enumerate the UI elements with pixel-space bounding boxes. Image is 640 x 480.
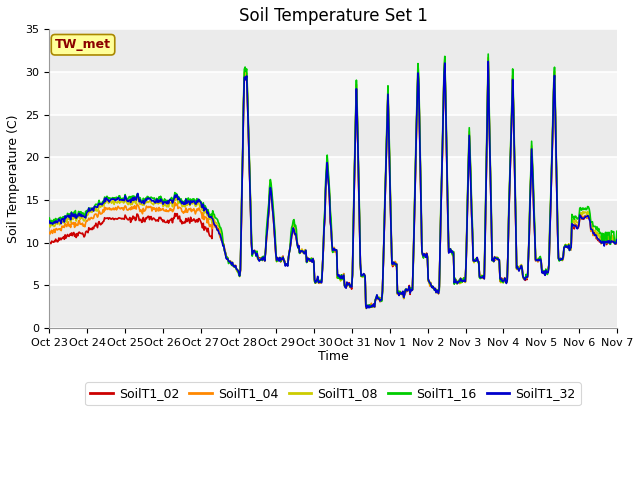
SoilT1_04: [202, 214, 209, 220]
Line: SoilT1_32: SoilT1_32: [49, 61, 617, 308]
SoilT1_16: [367, 304, 375, 310]
Line: SoilT1_04: SoilT1_04: [49, 61, 617, 308]
SoilT1_32: [56, 218, 63, 224]
SoilT1_16: [484, 51, 492, 57]
Bar: [49, 285, 617, 328]
SoilT1_16: [613, 228, 621, 234]
Bar: [49, 72, 617, 115]
SoilT1_16: [403, 288, 411, 294]
SoilT1_04: [403, 288, 411, 293]
Text: TW_met: TW_met: [55, 38, 111, 51]
SoilT1_16: [56, 215, 63, 221]
SoilT1_32: [420, 253, 428, 259]
SoilT1_16: [45, 215, 53, 221]
SoilT1_04: [613, 239, 621, 244]
SoilT1_08: [613, 234, 621, 240]
SoilT1_08: [202, 209, 209, 215]
SoilT1_02: [613, 239, 621, 244]
SoilT1_32: [114, 195, 122, 201]
Bar: [49, 157, 617, 200]
SoilT1_02: [202, 224, 209, 230]
SoilT1_32: [363, 305, 371, 311]
SoilT1_08: [484, 55, 492, 60]
SoilT1_32: [403, 288, 411, 293]
SoilT1_02: [172, 214, 179, 219]
SoilT1_16: [420, 255, 428, 261]
SoilT1_04: [420, 252, 428, 258]
Bar: [49, 242, 617, 285]
SoilT1_16: [172, 192, 179, 198]
SoilT1_02: [362, 304, 370, 310]
SoilT1_02: [114, 216, 122, 221]
Line: SoilT1_16: SoilT1_16: [49, 54, 617, 307]
SoilT1_08: [114, 198, 122, 204]
SoilT1_08: [362, 306, 370, 312]
Line: SoilT1_08: SoilT1_08: [49, 58, 617, 309]
Legend: SoilT1_02, SoilT1_04, SoilT1_08, SoilT1_16, SoilT1_32: SoilT1_02, SoilT1_04, SoilT1_08, SoilT1_…: [85, 382, 581, 405]
SoilT1_32: [172, 194, 179, 200]
Y-axis label: Soil Temperature (C): Soil Temperature (C): [7, 114, 20, 243]
SoilT1_16: [114, 195, 122, 201]
SoilT1_08: [45, 220, 53, 226]
SoilT1_02: [45, 239, 53, 245]
SoilT1_08: [403, 288, 411, 293]
SoilT1_32: [202, 206, 209, 212]
Bar: [49, 29, 617, 72]
Title: Soil Temperature Set 1: Soil Temperature Set 1: [239, 7, 428, 25]
SoilT1_08: [172, 197, 179, 203]
SoilT1_04: [45, 229, 53, 235]
Bar: [49, 200, 617, 242]
SoilT1_08: [56, 222, 63, 228]
SoilT1_04: [56, 227, 63, 232]
SoilT1_02: [420, 255, 428, 261]
SoilT1_08: [420, 252, 428, 258]
SoilT1_32: [613, 237, 621, 242]
SoilT1_04: [172, 203, 179, 208]
SoilT1_16: [202, 204, 209, 210]
SoilT1_04: [367, 305, 374, 311]
SoilT1_32: [45, 218, 53, 224]
SoilT1_32: [484, 59, 492, 64]
SoilT1_02: [403, 288, 411, 294]
SoilT1_04: [114, 204, 122, 209]
X-axis label: Time: Time: [317, 350, 349, 363]
Line: SoilT1_02: SoilT1_02: [49, 62, 617, 307]
SoilT1_02: [56, 237, 63, 243]
SoilT1_02: [484, 60, 492, 65]
Bar: [49, 115, 617, 157]
SoilT1_04: [484, 59, 492, 64]
